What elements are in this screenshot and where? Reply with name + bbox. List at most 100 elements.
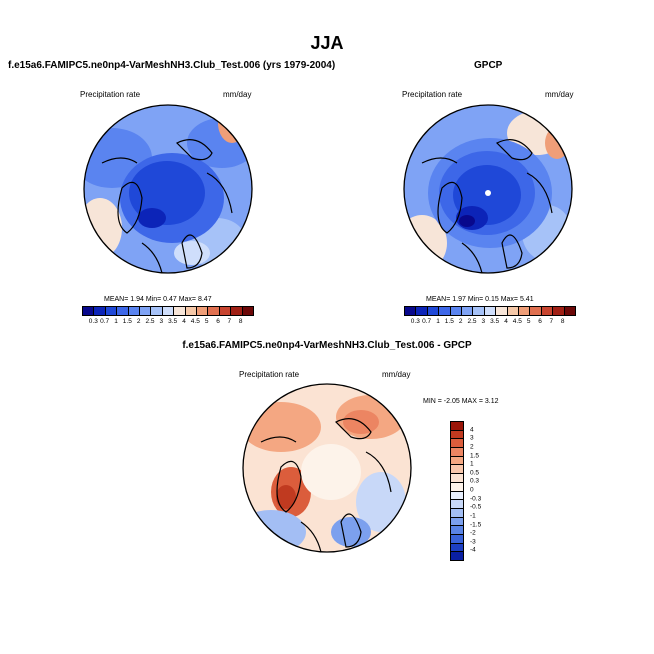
diff-colorbar-swatch	[451, 491, 463, 501]
model-colorbar-tick-label: 3	[159, 318, 164, 325]
model-colorbar-swatch	[83, 307, 95, 315]
model-colorbar-ticks: 0.3 0.7 1 1.5 2 2.5 3 3.5 4 4.5 5 6 7 8	[82, 318, 252, 328]
diff-colorbar-swatch	[451, 500, 463, 509]
obs-colorbar-swatch	[496, 307, 508, 315]
obs-colorbar-swatch	[484, 307, 497, 315]
diff-colorbar-tick-label: 2	[470, 443, 474, 451]
diff-colorbar-tick-label: -4	[470, 546, 476, 554]
model-colorbar-swatch	[208, 307, 220, 315]
obs-polar-map	[402, 103, 574, 275]
diff-colorbar-swatch	[451, 482, 463, 492]
diff-colorbar-tick-label: 0	[470, 486, 474, 494]
obs-colorbar-swatch	[439, 307, 451, 315]
obs-colorbar-tick-label: 2.5	[467, 318, 477, 325]
model-colorbar-swatch	[151, 307, 163, 315]
diff-colorbar-tick-label: 4	[470, 426, 474, 434]
model-colorbar-swatch	[117, 307, 129, 315]
diff-colorbar-ticks: 4 3 2 1.5 1 0.5 0.3 0 -0.3 -0.5 -1 -1.5 -2 -3 -4	[470, 421, 500, 559]
model-panel-subtitle: f.e15a6.FAMIPC5.ne0np4-VarMeshNH3.Club_T…	[8, 60, 336, 71]
model-colorbar-tick-label: 0.3	[88, 318, 98, 325]
obs-colorbar-swatch	[450, 307, 463, 315]
model-colorbar-swatch	[242, 307, 254, 315]
diff-colorbar-swatch	[451, 552, 463, 560]
obs-colorbar-swatch	[530, 307, 542, 315]
obs-colorbar-swatch	[462, 307, 474, 315]
obs-colorbar-tick-label: 1	[436, 318, 440, 325]
diff-colorbar-swatch	[451, 526, 463, 535]
diff-panel-subtitle: f.e15a6.FAMIPC5.ne0np4-VarMeshNH3.Club_T…	[182, 340, 472, 351]
diff-colorbar-swatch	[451, 543, 463, 553]
obs-colorbar-tick-label: 7	[549, 318, 554, 325]
diff-colorbar-swatch	[451, 456, 463, 466]
obs-colorbar-swatch	[427, 307, 440, 315]
obs-panel-subtitle: GPCP	[474, 60, 503, 71]
diff-colorbar-swatch	[451, 508, 463, 518]
diff-polar-map	[241, 382, 413, 554]
obs-units-label: mm/day	[545, 90, 574, 99]
obs-stats: MEAN= 1.97 Min= 0.15 Max= 5.41	[426, 296, 534, 303]
obs-colorbar-swatch	[405, 307, 417, 315]
model-colorbar-swatch	[231, 307, 243, 315]
obs-colorbar-tick-label: 2	[458, 318, 463, 325]
obs-colorbar	[404, 306, 576, 316]
model-colorbar-tick-label: 1	[114, 318, 118, 325]
diff-colorbar-swatch	[451, 534, 463, 544]
model-field-label: Precipitation rate	[80, 90, 141, 99]
diff-colorbar-tick-label: 3	[470, 434, 474, 442]
obs-colorbar-tick-label: 4.5	[512, 318, 522, 325]
obs-colorbar-ticks: 0.3 0.7 1 1.5 2 2.5 3 3.5 4 4.5 5 6 7 8	[404, 318, 574, 328]
obs-field-label: Precipitation rate	[402, 90, 463, 99]
model-colorbar-swatch	[105, 307, 118, 315]
model-colorbar-tick-label: 3.5	[168, 318, 178, 325]
obs-colorbar-tick-label: 6	[538, 318, 542, 325]
model-colorbar	[82, 306, 254, 316]
diff-colorbar	[450, 421, 464, 561]
diff-colorbar-tick-label: -3	[470, 538, 476, 546]
model-colorbar-tick-label: 2.5	[145, 318, 155, 325]
model-colorbar-tick-label: 2	[136, 318, 141, 325]
model-colorbar-swatch	[185, 307, 198, 315]
diff-field-label: Precipitation rate	[239, 370, 300, 379]
model-colorbar-swatch	[197, 307, 209, 315]
diff-colorbar-swatch	[451, 422, 463, 431]
diff-colorbar-tick-label: -0.3	[470, 495, 482, 503]
diff-stats: MIN = -2.05 MAX = 3.12	[423, 398, 499, 405]
obs-colorbar-tick-label: 4	[504, 318, 508, 325]
diff-colorbar-swatch	[451, 448, 463, 457]
model-colorbar-tick-label: 4	[182, 318, 186, 325]
model-colorbar-tick-label: 6	[216, 318, 220, 325]
diff-colorbar-tick-label: -2	[470, 529, 476, 537]
model-colorbar-tick-label: 1.5	[122, 318, 132, 325]
model-colorbar-swatch	[140, 307, 152, 315]
diff-colorbar-tick-label: 1	[470, 460, 474, 468]
diff-colorbar-tick-label: -0.5	[470, 503, 482, 511]
model-colorbar-tick-label: 5	[204, 318, 209, 325]
obs-colorbar-swatch	[564, 307, 576, 315]
diff-colorbar-tick-label: -1.5	[470, 521, 482, 528]
obs-colorbar-swatch	[416, 307, 428, 315]
obs-colorbar-tick-label: 3	[481, 318, 486, 325]
diff-colorbar-tick-label: 1.5	[470, 452, 480, 459]
model-colorbar-swatch	[94, 307, 106, 315]
diff-colorbar-swatch	[451, 439, 463, 449]
model-colorbar-swatch	[162, 307, 175, 315]
obs-colorbar-tick-label: 5	[526, 318, 531, 325]
page-title: JJA	[310, 33, 344, 53]
model-colorbar-tick-label: 0.7	[100, 318, 110, 325]
model-colorbar-swatch	[128, 307, 141, 315]
model-colorbar-tick-label: 8	[238, 318, 243, 325]
model-polar-map	[82, 103, 254, 275]
obs-colorbar-swatch	[519, 307, 531, 315]
model-colorbar-tick-label: 7	[227, 318, 232, 325]
diff-units-label: mm/day	[382, 370, 411, 379]
diff-colorbar-swatch	[451, 465, 463, 475]
diff-colorbar-tick-label: 0.3	[470, 477, 480, 485]
obs-colorbar-tick-label: 8	[560, 318, 565, 325]
obs-colorbar-swatch	[473, 307, 485, 315]
model-colorbar-swatch	[219, 307, 232, 315]
obs-colorbar-swatch	[507, 307, 520, 315]
diff-colorbar-swatch	[451, 517, 463, 527]
obs-colorbar-tick-label: 0.3	[410, 318, 420, 325]
diff-colorbar-swatch	[451, 474, 463, 483]
obs-colorbar-swatch	[541, 307, 554, 315]
